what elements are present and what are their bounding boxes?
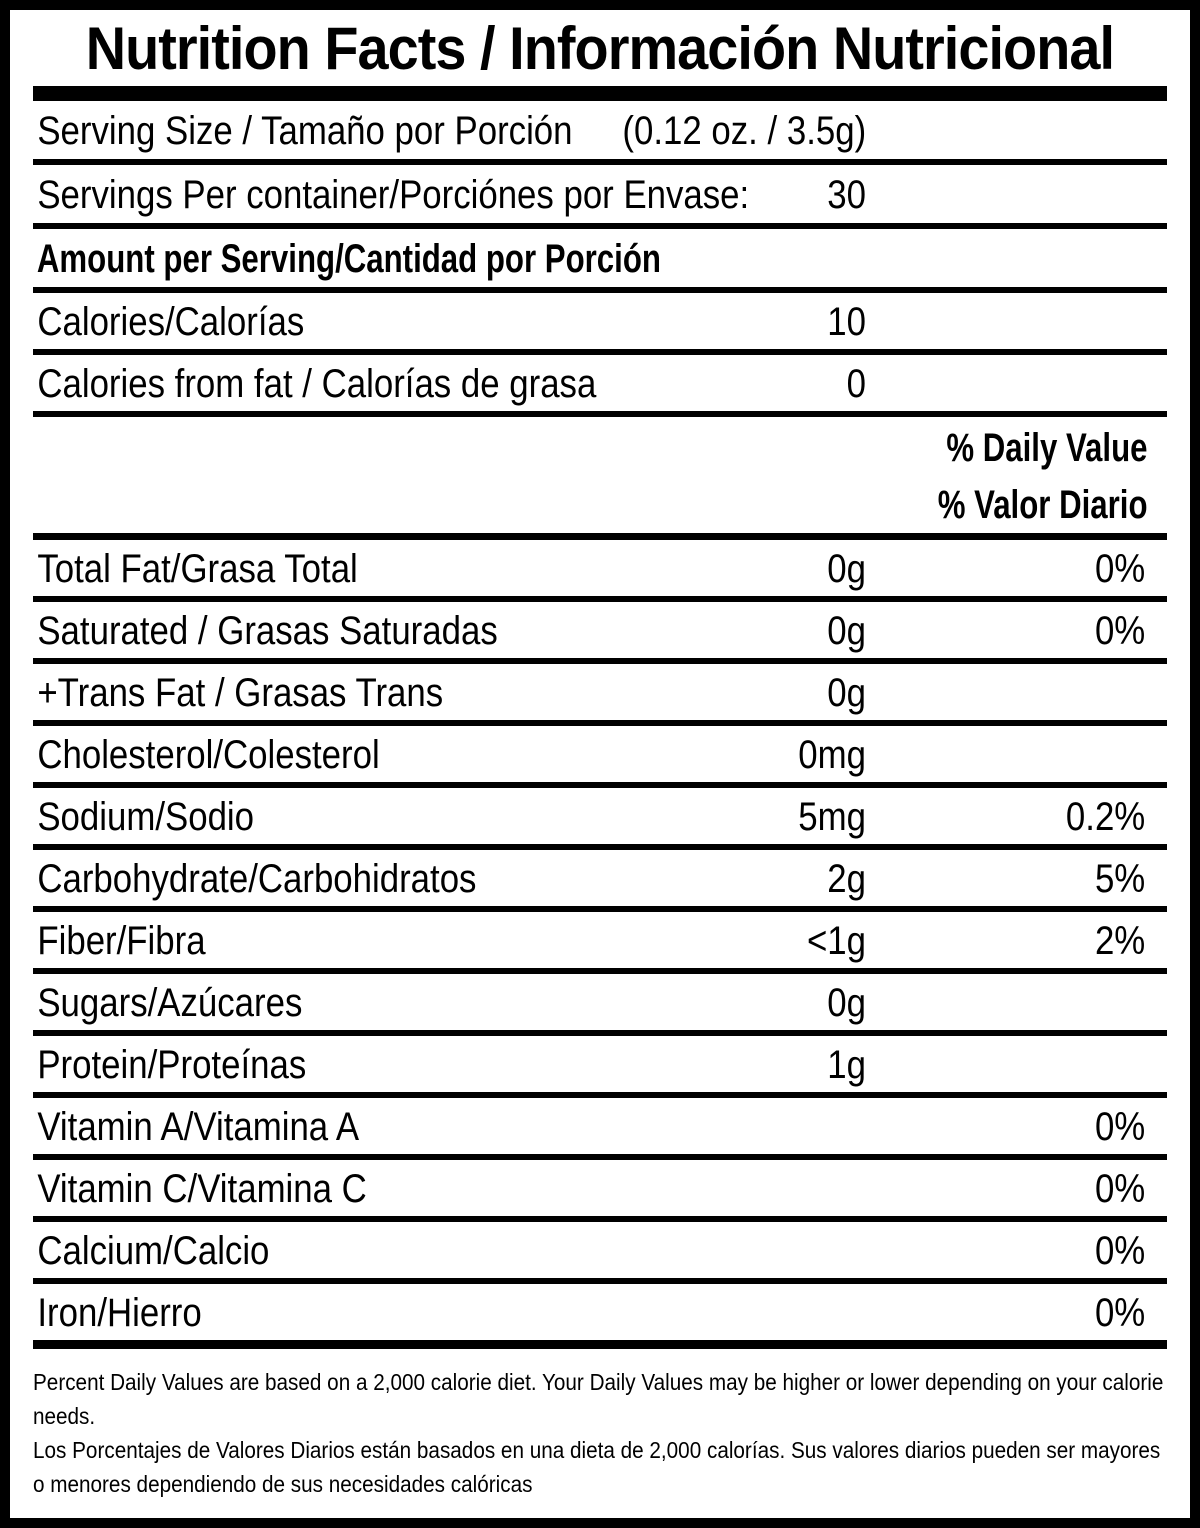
calories-label: Calories/Calorías <box>37 299 305 344</box>
nutrient-row-total-fat: Total Fat/Grasa Total 0g 0% <box>33 540 1167 602</box>
nutrient-dv: 0% <box>1094 546 1146 591</box>
nutrient-amount: 0g <box>827 980 866 1025</box>
nutrient-row-fiber: Fiber/Fibra <1g 2% <box>33 912 1167 974</box>
nutrient-amount: 2g <box>827 856 866 901</box>
nutrient-label: Iron/Hierro <box>37 1290 202 1335</box>
nutrient-label: Total Fat/Grasa Total <box>37 546 358 591</box>
nutrient-label: Saturated / Grasas Saturadas <box>37 608 498 653</box>
nutrient-row-saturated-fat: Saturated / Grasas Saturadas 0g 0% <box>33 602 1167 664</box>
nutrient-label: Vitamin C/Vitamina C <box>37 1166 367 1211</box>
nutrient-label: Sodium/Sodio <box>37 794 255 839</box>
calories-from-fat-value: 0 <box>846 361 866 406</box>
daily-value-header-en: % Daily Value <box>946 426 1148 470</box>
nutrient-dv: 0.2% <box>1065 794 1146 839</box>
label-title-row: Nutrition Facts / Información Nutriciona… <box>33 10 1167 86</box>
footnote-es: Los Porcentajes de Valores Diarios están… <box>33 1437 1161 1497</box>
label-title: Nutrition Facts / Información Nutriciona… <box>85 14 1115 82</box>
nutrient-amount: 0mg <box>798 732 866 777</box>
nutrient-row-vitamin-c: Vitamin C/Vitamina C 0% <box>33 1160 1167 1222</box>
nutrient-amount: 0g <box>827 546 866 591</box>
nutrient-label: Fiber/Fibra <box>37 918 206 963</box>
nutrient-amount: 5mg <box>798 794 866 839</box>
nutrient-label: Calcium/Calcio <box>37 1228 270 1273</box>
daily-value-header-block: % Daily Value % Valor Diario <box>33 417 1167 540</box>
nutrient-row-sugars: Sugars/Azúcares 0g <box>33 974 1167 1036</box>
nutrient-dv: 0% <box>1094 1104 1146 1149</box>
servings-per-container-value: 30 <box>827 172 866 217</box>
nutrient-label: +Trans Fat / Grasas Trans <box>37 670 444 715</box>
nutrient-row-vitamin-a: Vitamin A/Vitamina A 0% <box>33 1098 1167 1160</box>
calories-row: Calories/Calorías 10 <box>33 293 1167 355</box>
nutrient-dv: 0% <box>1094 608 1146 653</box>
footnote-section: Percent Daily Values are based on a 2,00… <box>33 1349 1167 1501</box>
daily-value-header-es: % Valor Diario <box>937 483 1148 527</box>
footnote-en: Percent Daily Values are based on a 2,00… <box>33 1369 1164 1429</box>
nutrient-label: Cholesterol/Colesterol <box>37 732 380 777</box>
amount-per-serving-header-row: Amount per Serving/Cantidad por Porción <box>33 229 1167 293</box>
nutrient-row-sodium: Sodium/Sodio 5mg 0.2% <box>33 788 1167 850</box>
label-content: Nutrition Facts / Información Nutriciona… <box>33 10 1167 1501</box>
nutrient-amount: 0g <box>827 608 866 653</box>
nutrient-dv: 0% <box>1094 1290 1146 1335</box>
nutrient-label: Carbohydrate/Carbohidratos <box>37 856 477 901</box>
nutrient-dv: 2% <box>1094 918 1146 963</box>
footnote-text-block: Percent Daily Values are based on a 2,00… <box>33 1365 1168 1501</box>
nutrient-label: Protein/Proteínas <box>37 1042 307 1087</box>
amount-per-serving-label: Amount per Serving/Cantidad por Porción <box>36 236 661 281</box>
serving-size-row: Serving Size / Tamaño por Porción (0.12 … <box>33 101 1167 165</box>
servings-per-container-row: Servings Per container/Porciónes por Env… <box>33 165 1167 229</box>
nutrient-amount: 0g <box>827 670 866 715</box>
nutrient-dv: 0% <box>1094 1228 1146 1273</box>
nutrient-row-carbohydrate: Carbohydrate/Carbohidratos 2g 5% <box>33 850 1167 912</box>
nutrient-row-protein: Protein/Proteínas 1g <box>33 1036 1167 1098</box>
calories-from-fat-row: Calories from fat / Calorías de grasa 0 <box>33 355 1167 417</box>
nutrient-dv: 0% <box>1094 1166 1146 1211</box>
nutrient-label: Sugars/Azúcares <box>37 980 303 1025</box>
calories-value: 10 <box>827 299 866 344</box>
nutrient-label: Vitamin A/Vitamina A <box>37 1104 360 1149</box>
nutrient-amount: 1g <box>827 1042 866 1087</box>
nutrient-row-cholesterol: Cholesterol/Colesterol 0mg <box>33 726 1167 788</box>
servings-per-container-label: Servings Per container/Porciónes por Env… <box>37 172 750 217</box>
nutrient-amount: <1g <box>806 918 866 963</box>
serving-size-label: Serving Size / Tamaño por Porción <box>37 108 573 153</box>
nutrient-row-trans-fat: +Trans Fat / Grasas Trans 0g <box>33 664 1167 726</box>
calories-from-fat-label: Calories from fat / Calorías de grasa <box>37 361 597 406</box>
nutrient-dv: 5% <box>1094 856 1146 901</box>
title-divider-bar <box>33 86 1167 101</box>
nutrient-row-iron: Iron/Hierro 0% <box>33 1284 1167 1349</box>
nutrient-row-calcium: Calcium/Calcio 0% <box>33 1222 1167 1284</box>
serving-size-value: (0.12 oz. / 3.5g) <box>622 108 866 153</box>
